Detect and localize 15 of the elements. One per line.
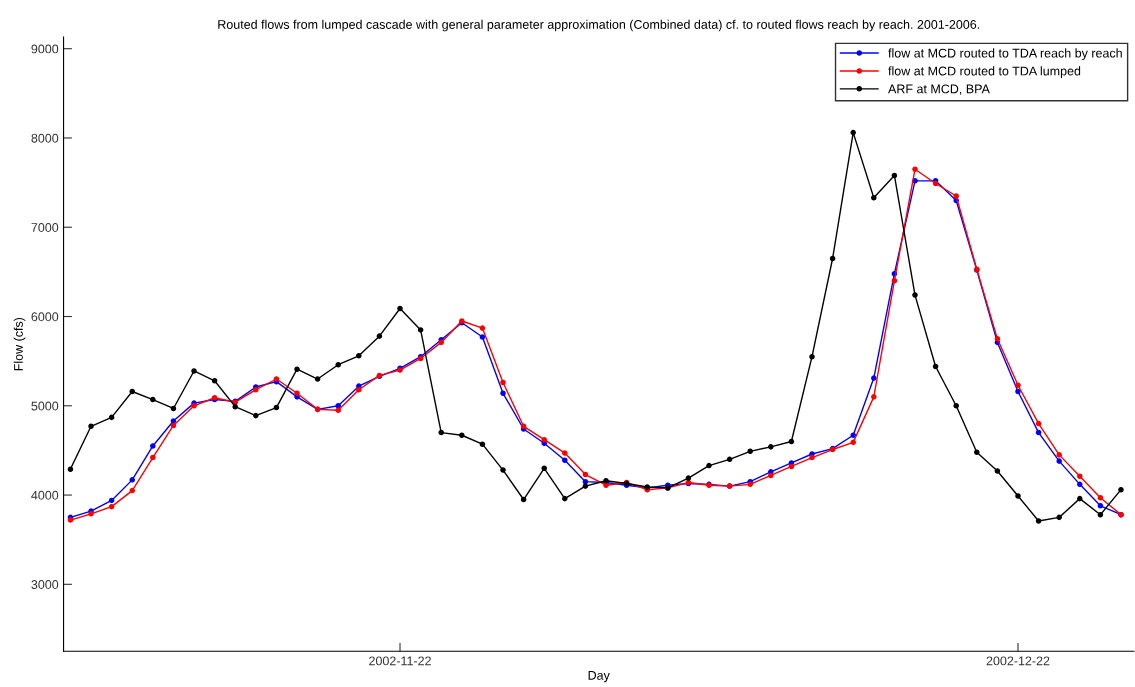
chart-title: Routed flows from lumped cascade with general parameter approximation (Combined data) cf. to routed flows reach by reach. 2001-2006. <box>218 19 980 32</box>
legend-label: ARF at MCD, BPA <box>888 84 990 95</box>
x-tick-label: 2002-11-22 <box>369 656 431 666</box>
y-tick-label: 3000 <box>31 580 59 589</box>
x-tick-label: 2002-12-22 <box>986 656 1050 666</box>
y-tick-label: 9000 <box>31 44 59 54</box>
legend-label: flow at MCD routed to TDA lumped <box>888 66 1081 78</box>
y-tick-label: 8000 <box>31 133 59 143</box>
y-tick-label: 7000 <box>31 223 59 232</box>
legend-label: flow at MCD routed to TDA reach by reach <box>888 48 1122 60</box>
y-tick-label: 5000 <box>31 401 59 411</box>
y-axis-title: Flow (cfs) <box>13 317 26 371</box>
y-tick-label: 4000 <box>31 490 59 500</box>
x-axis-title: Day <box>588 671 610 683</box>
y-tick-label: 6000 <box>31 312 59 322</box>
